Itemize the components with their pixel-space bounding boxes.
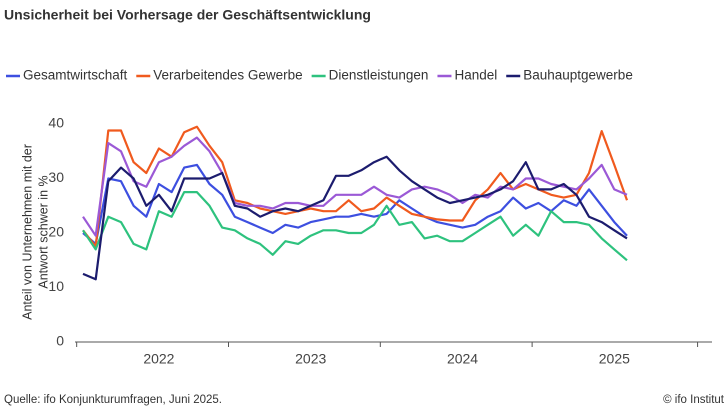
legend-label: Handel	[454, 68, 497, 83]
source: Quelle: ifo Konjunkturumfragen, Juni 202…	[4, 394, 222, 406]
y-tick-label: 10	[48, 278, 64, 294]
series-line	[82, 125, 629, 248]
series-line	[82, 155, 628, 281]
y-tick-label: 30	[48, 169, 64, 185]
legend-label: Gesamtwirtschaft	[23, 68, 128, 83]
series-line	[82, 163, 628, 245]
y-tick-label: 20	[48, 224, 64, 240]
legend-label: Dienstleistungen	[329, 68, 429, 83]
x-tick-label: 2025	[599, 351, 630, 367]
x-tick-label: 2022	[143, 351, 174, 367]
y-axis-label: Anteil von Unternehmen mit der	[20, 144, 34, 320]
chart-title: Unsicherheit bei Vorhersage der Geschäft…	[4, 7, 371, 23]
credit: © ifo Institut	[663, 394, 725, 406]
series-line	[82, 136, 628, 237]
x-tick-label: 2024	[447, 351, 478, 367]
x-tick-label: 2023	[295, 351, 326, 367]
y-tick-label: 0	[56, 333, 64, 349]
legend-label: Bauhauptgewerbe	[523, 68, 633, 83]
y-tick-label: 40	[48, 115, 64, 131]
legend-label: Verarbeitendes Gewerbe	[153, 68, 302, 83]
y-axis-label: Antwort schwer in %	[36, 175, 50, 288]
series-line	[82, 191, 628, 262]
